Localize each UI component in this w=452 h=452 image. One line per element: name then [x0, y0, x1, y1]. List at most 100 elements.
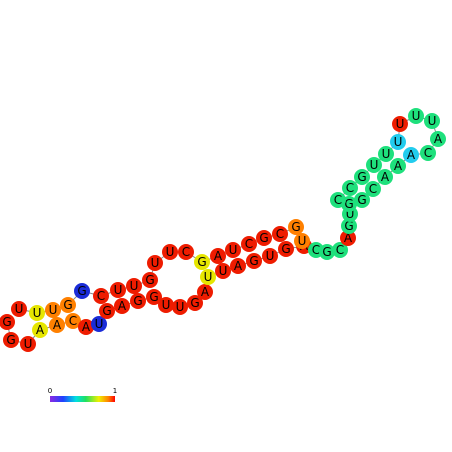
- nucleotide: [330, 192, 346, 208]
- nucleotide: [60, 297, 76, 313]
- nucleotide-label: G: [249, 254, 258, 268]
- nucleotide: [49, 317, 65, 333]
- nucleotide: [354, 169, 370, 185]
- nucleotide: [230, 258, 246, 274]
- nucleotide-label: U: [266, 249, 275, 263]
- nucleotide: [0, 314, 15, 330]
- nucleotide: [403, 147, 419, 163]
- nucleotide: [65, 313, 81, 329]
- nucleotide-label: U: [33, 306, 42, 320]
- nucleotide-label: A: [344, 231, 353, 245]
- nucleotide-label: C: [97, 289, 105, 303]
- nucleotides: GGUAACAUGAGGUUGAUUAGUGACGCAGUGCCGUUUUUUA…: [0, 108, 446, 352]
- nucleotide-label: G: [145, 273, 154, 287]
- nucleotide: [110, 282, 126, 298]
- nucleotide-label: A: [53, 318, 62, 332]
- nucleotide: [420, 145, 436, 161]
- nucleotide-label: U: [396, 117, 405, 131]
- nucleotide: [390, 158, 406, 174]
- nucleotide: [365, 181, 381, 197]
- nucleotide-label: C: [245, 237, 253, 251]
- colorbar: [50, 396, 115, 402]
- nucleotide: [130, 293, 146, 309]
- nucleotide-label: C: [312, 243, 320, 257]
- nucleotide-label: G: [344, 219, 353, 233]
- nucleotide-label: U: [412, 109, 421, 123]
- nucleotide-label: G: [259, 231, 268, 245]
- nucleotide-label: C: [334, 193, 342, 207]
- nucleotide: [99, 303, 115, 319]
- nucleotide: [332, 242, 348, 258]
- nucleotide: [366, 157, 382, 173]
- nucleotide: [430, 131, 446, 147]
- nucleotide: [29, 305, 45, 321]
- nucleotide-label: U: [151, 256, 160, 270]
- colorbar-max: 1: [113, 387, 117, 395]
- nucleotide: [377, 169, 393, 185]
- nucleotide-label: G: [190, 296, 199, 310]
- nucleotide: [162, 244, 178, 260]
- nucleotide-label: U: [382, 147, 391, 161]
- nucleotide: [246, 253, 262, 269]
- nucleotide-label: U: [298, 234, 307, 248]
- nucleotide: [147, 255, 163, 271]
- nucleotide-label: C: [424, 146, 432, 160]
- nucleotide-label: G: [2, 315, 11, 329]
- nucleotide-label: C: [276, 227, 284, 241]
- nucleotide: [126, 278, 142, 294]
- nucleotide: [32, 322, 48, 338]
- nucleotide-label: G: [281, 242, 290, 256]
- nucleotide: [142, 272, 158, 288]
- nucleotide-label: C: [69, 314, 77, 328]
- nucleotide: [187, 295, 203, 311]
- nucleotide: [262, 248, 278, 264]
- nucleotide-label: G: [344, 197, 353, 211]
- nucleotide-label: U: [229, 243, 238, 257]
- nucleotide-label: U: [346, 207, 355, 221]
- nucleotide-label: G: [133, 294, 142, 308]
- nucleotide: [178, 244, 194, 260]
- nucleotide: [278, 241, 294, 257]
- nucleotide: [225, 242, 241, 258]
- nucleotide: [158, 297, 174, 313]
- nucleotide-label: A: [118, 299, 127, 313]
- nucleotide-label: A: [82, 320, 91, 334]
- nucleotide-label: C: [336, 243, 344, 257]
- nucleotide: [93, 288, 109, 304]
- nucleotide: [272, 226, 288, 242]
- nucleotide: [341, 218, 357, 234]
- nucleotide-label: U: [394, 135, 403, 149]
- nucleotide: [340, 230, 356, 246]
- nucleotide: [194, 254, 210, 270]
- nucleotide-label: U: [370, 158, 379, 172]
- nucleotide-label: U: [15, 302, 24, 316]
- nucleotide-label: U: [176, 300, 185, 314]
- nucleotide: [78, 319, 94, 335]
- nucleotide: [197, 284, 213, 300]
- nucleotide: [74, 283, 90, 299]
- nucleotide-label: A: [381, 170, 390, 184]
- nucleotide-label: U: [166, 245, 175, 259]
- nucleotide-label: A: [201, 285, 210, 299]
- nucleotide-label: G: [102, 304, 111, 318]
- nucleotide: [20, 336, 36, 352]
- nucleotide-label: G: [197, 255, 206, 269]
- nucleotide-label: U: [95, 317, 104, 331]
- nucleotide-label: G: [291, 220, 300, 234]
- nucleotide-label: U: [204, 270, 213, 284]
- nucleotide: [354, 192, 370, 208]
- nucleotide-label: A: [214, 249, 223, 263]
- nucleotide: [288, 219, 304, 235]
- nucleotide: [319, 244, 335, 260]
- nucleotide-label: G: [357, 170, 366, 184]
- nucleotide-label: A: [36, 323, 45, 337]
- nucleotide-label: U: [428, 114, 437, 128]
- nucleotide-label: U: [130, 279, 139, 293]
- nucleotide: [146, 289, 162, 305]
- nucleotide: [390, 134, 406, 150]
- nucleotide-label: G: [357, 193, 366, 207]
- nucleotide-label: U: [24, 337, 33, 351]
- nucleotide-label: G: [322, 245, 331, 259]
- nucleotide-label: U: [114, 283, 123, 297]
